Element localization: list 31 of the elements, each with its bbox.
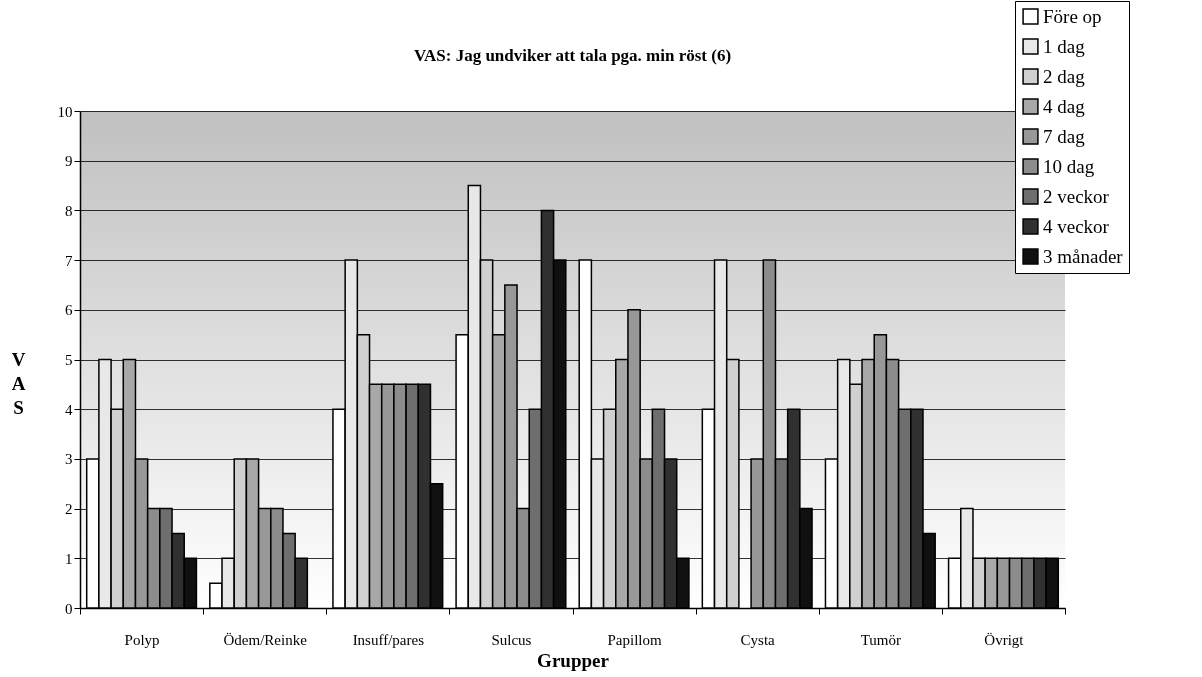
y-axis-title: VAS: [11, 348, 26, 418]
x-tick-label: Insuff/pares: [352, 631, 425, 648]
x-tick-label: Polyp: [124, 631, 160, 648]
x-tick-label: Sulcus: [491, 631, 532, 648]
x-tick-label: Ödem/Reinke: [223, 631, 308, 648]
legend-label: 1 dag: [1043, 35, 1086, 57]
x-tick-label: Tumör: [860, 631, 901, 648]
y-tick-label: 10: [57, 103, 73, 120]
x-axis-title: Grupper: [537, 649, 610, 671]
legend-label: 4 veckor: [1043, 215, 1110, 237]
y-tick-label: 0: [65, 600, 73, 617]
y-tick-label: 4: [65, 401, 73, 418]
y-tick-label: 8: [65, 202, 73, 219]
chart-title: VAS: Jag undviker att tala pga. min röst (6): [413, 45, 732, 65]
y-tick-label: 9: [65, 153, 73, 170]
y-tick-label: 3: [65, 451, 73, 468]
y-tick-label: 6: [65, 302, 73, 319]
legend-label: 7 dag: [1043, 125, 1086, 147]
legend-label: 4 dag: [1043, 95, 1086, 117]
y-tick-label: 1: [65, 550, 73, 567]
x-tick-label: Övrigt: [984, 631, 1025, 648]
y-tick-label: 5: [65, 352, 73, 368]
x-tick-label: Cysta: [740, 631, 776, 648]
y-tick-label: 2: [65, 501, 73, 518]
legend-label: 2 dag: [1043, 65, 1086, 87]
legend-label: 10 dag: [1043, 155, 1095, 177]
y-tick-label: 7: [65, 252, 73, 269]
legend-label: 2 veckor: [1043, 185, 1110, 207]
legend-label: Före op: [1043, 5, 1102, 27]
legend-label: 3 månader: [1043, 245, 1124, 267]
x-tick-label: Papillom: [607, 631, 662, 648]
